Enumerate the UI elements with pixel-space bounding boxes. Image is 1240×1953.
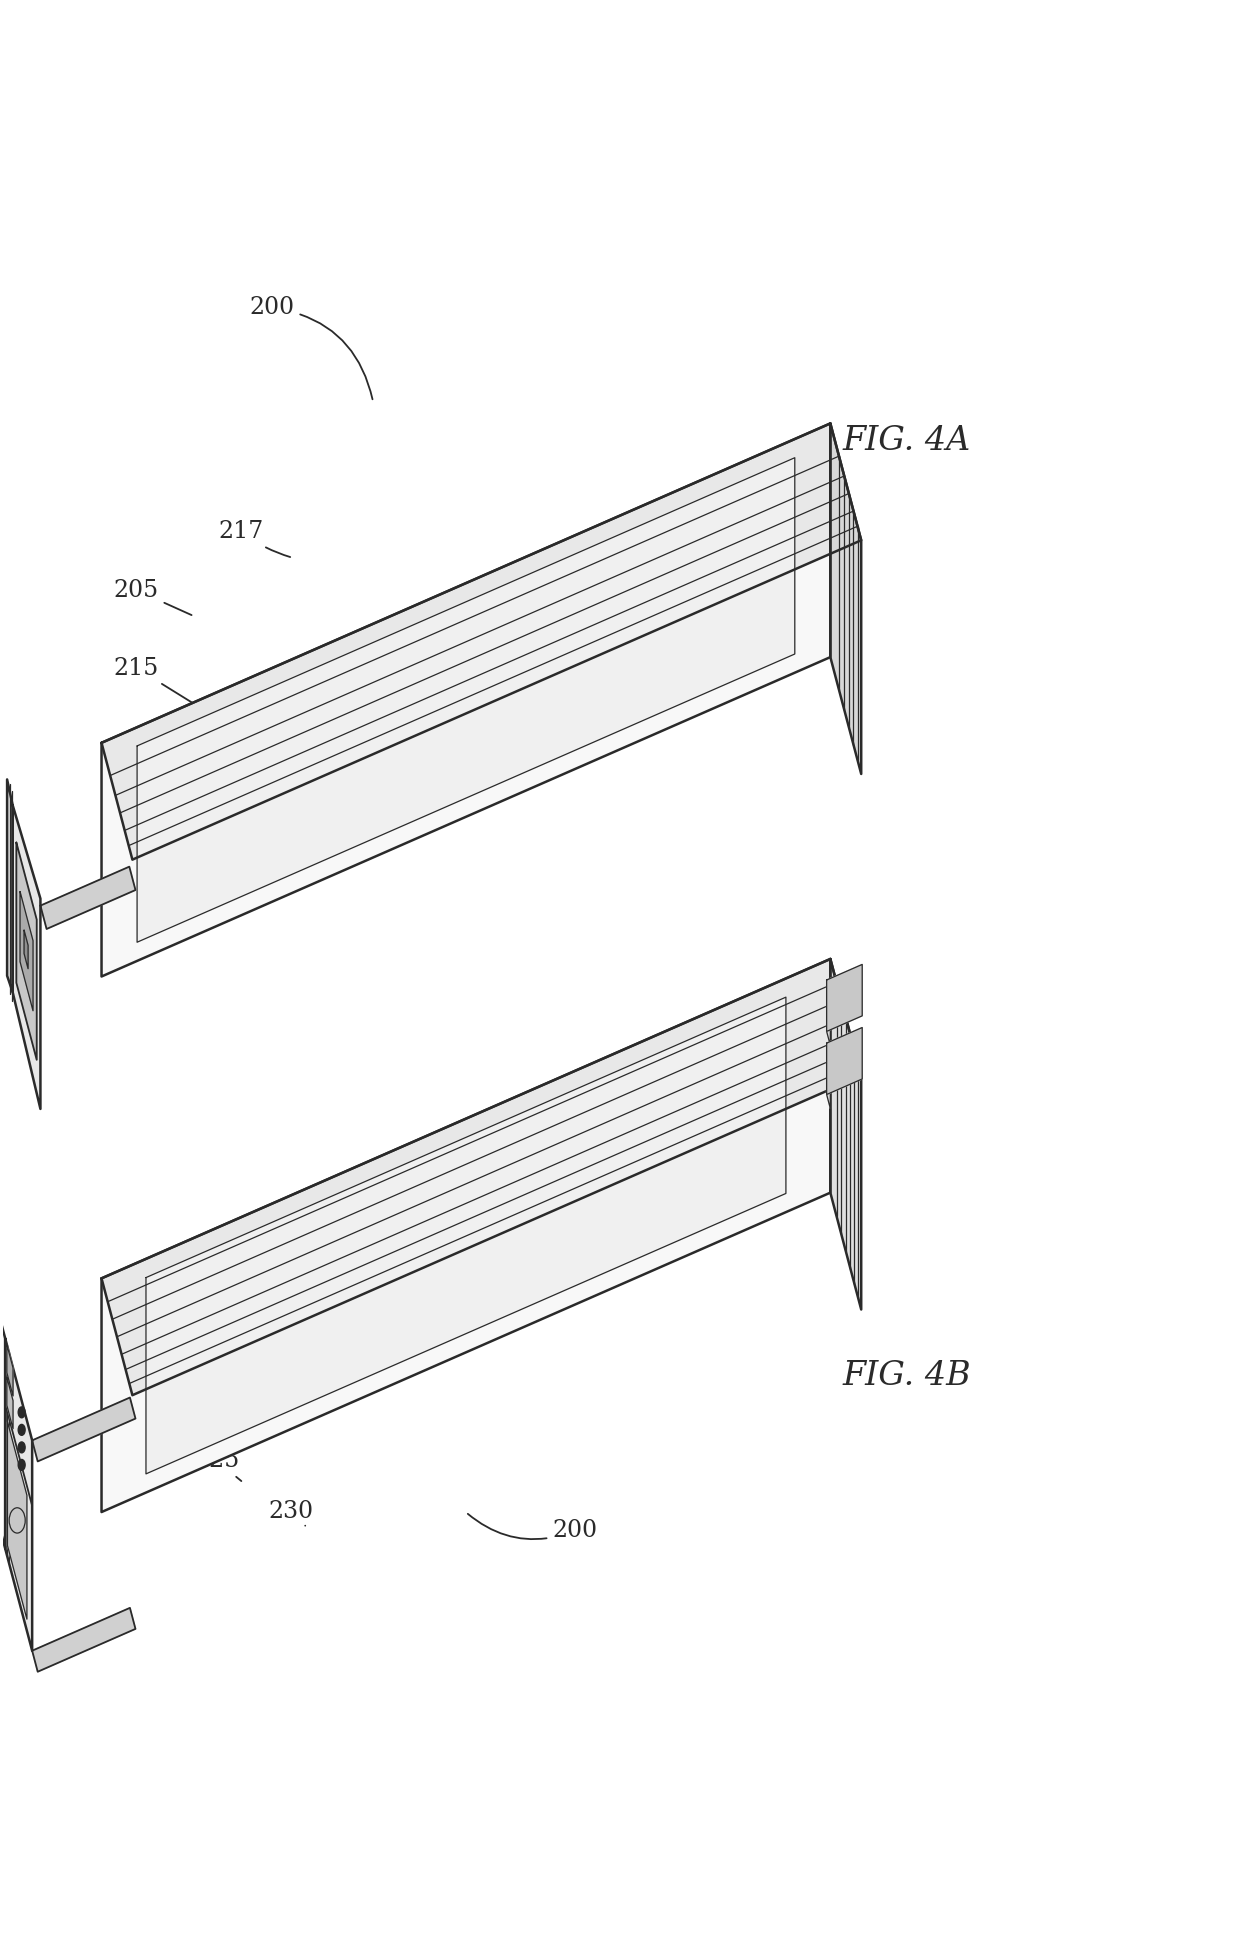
Text: 200: 200 [249, 297, 372, 398]
Polygon shape [102, 959, 862, 1394]
Text: 225: 225 [195, 1449, 242, 1480]
Text: 217: 217 [305, 732, 365, 758]
Polygon shape [32, 1607, 135, 1672]
Polygon shape [138, 457, 795, 941]
Polygon shape [12, 805, 41, 1109]
Polygon shape [16, 842, 37, 1060]
Text: 220: 220 [108, 1318, 191, 1346]
Polygon shape [41, 867, 135, 930]
Text: 200: 200 [467, 1514, 598, 1543]
Polygon shape [20, 893, 33, 1012]
Polygon shape [7, 1422, 27, 1619]
Text: 215: 215 [114, 656, 192, 703]
Text: 205: 205 [114, 578, 192, 615]
Circle shape [19, 1424, 25, 1435]
Polygon shape [831, 424, 862, 773]
Polygon shape [831, 959, 862, 1310]
Polygon shape [102, 959, 831, 1512]
Text: FIG. 4B: FIG. 4B [842, 1359, 971, 1392]
Text: 217: 217 [218, 519, 290, 557]
Polygon shape [32, 1398, 135, 1461]
Polygon shape [102, 424, 862, 859]
Polygon shape [7, 779, 12, 992]
Polygon shape [146, 998, 786, 1475]
Text: 210: 210 [108, 1391, 179, 1420]
Polygon shape [24, 930, 29, 969]
Polygon shape [0, 1318, 5, 1549]
Polygon shape [827, 965, 862, 1031]
Circle shape [19, 1441, 25, 1453]
Polygon shape [7, 1377, 14, 1430]
Circle shape [19, 1459, 25, 1471]
Text: FIG. 4A: FIG. 4A [842, 426, 971, 457]
Polygon shape [827, 1043, 831, 1109]
Polygon shape [827, 980, 831, 1045]
Text: 230: 230 [268, 1500, 314, 1525]
Polygon shape [7, 1344, 14, 1396]
Polygon shape [827, 1027, 862, 1094]
Polygon shape [102, 424, 831, 976]
Polygon shape [5, 1338, 32, 1650]
Circle shape [19, 1406, 25, 1418]
